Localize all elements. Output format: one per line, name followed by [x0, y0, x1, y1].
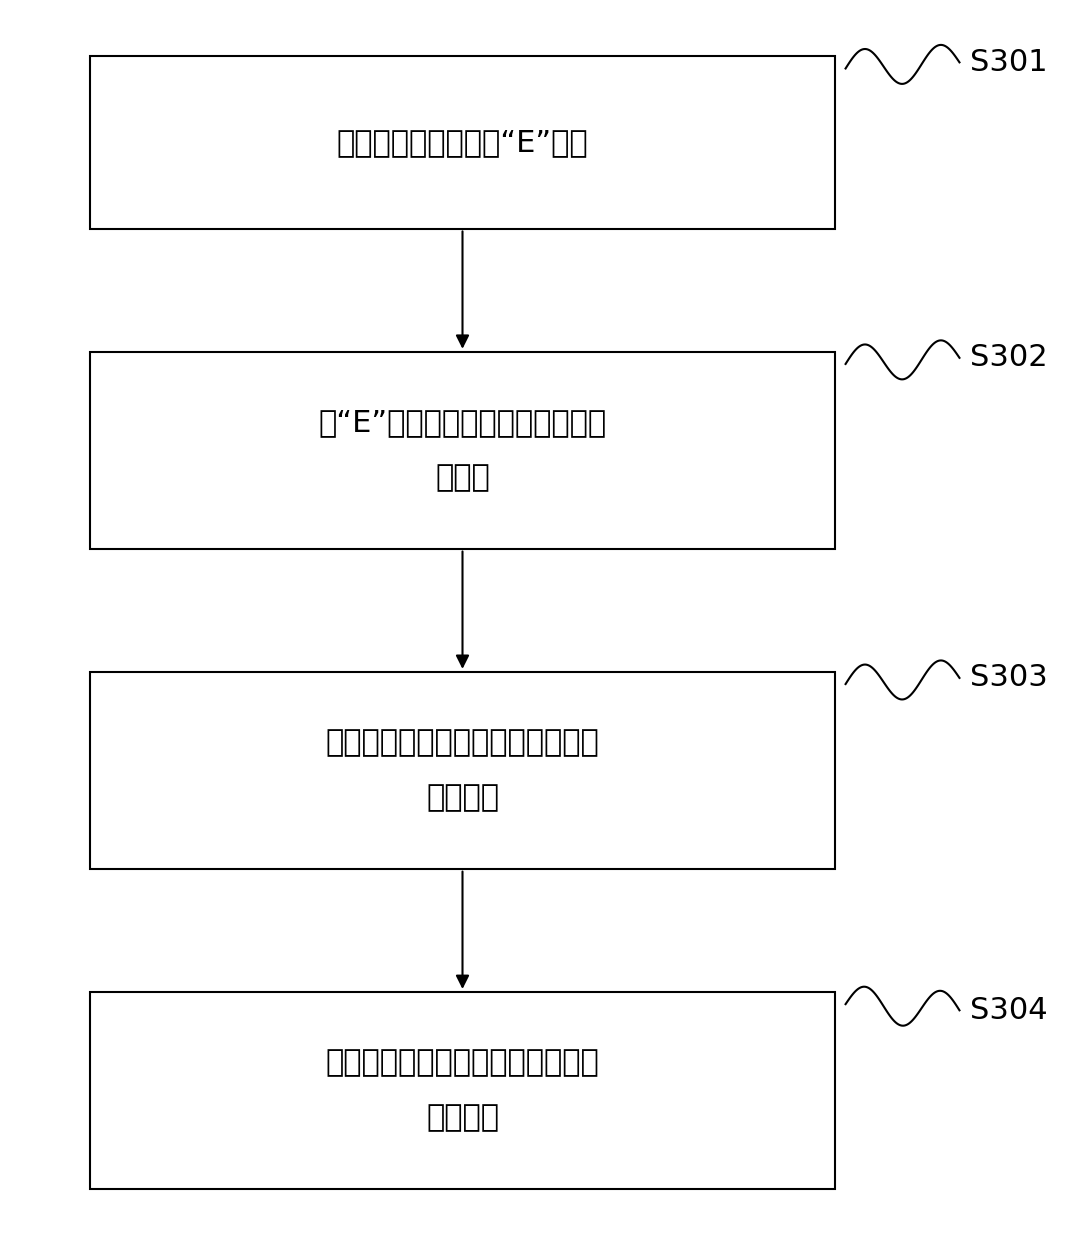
- FancyBboxPatch shape: [90, 672, 835, 869]
- Text: 装区域中: 装区域中: [427, 1103, 499, 1133]
- Text: 装区域中: 装区域中: [427, 783, 499, 813]
- Text: 将“E”形电路板划分了至少两个安: 将“E”形电路板划分了至少两个安: [319, 408, 606, 437]
- Text: S302: S302: [970, 344, 1048, 372]
- Text: 装区域: 装区域: [435, 463, 490, 492]
- FancyBboxPatch shape: [90, 56, 835, 229]
- FancyBboxPatch shape: [90, 992, 835, 1189]
- Text: S303: S303: [970, 664, 1048, 692]
- Text: 将手机电路板设置为“E”形状: 将手机电路板设置为“E”形状: [337, 128, 588, 157]
- Text: 将所述外围电路模块焊接在第一安: 将所述外围电路模块焊接在第一安: [326, 728, 600, 757]
- Text: S304: S304: [970, 996, 1048, 1025]
- Text: 将所述主控模块焊接在所述第二安: 将所述主控模块焊接在所述第二安: [326, 1048, 600, 1077]
- FancyBboxPatch shape: [90, 351, 835, 549]
- Text: S301: S301: [970, 47, 1048, 77]
